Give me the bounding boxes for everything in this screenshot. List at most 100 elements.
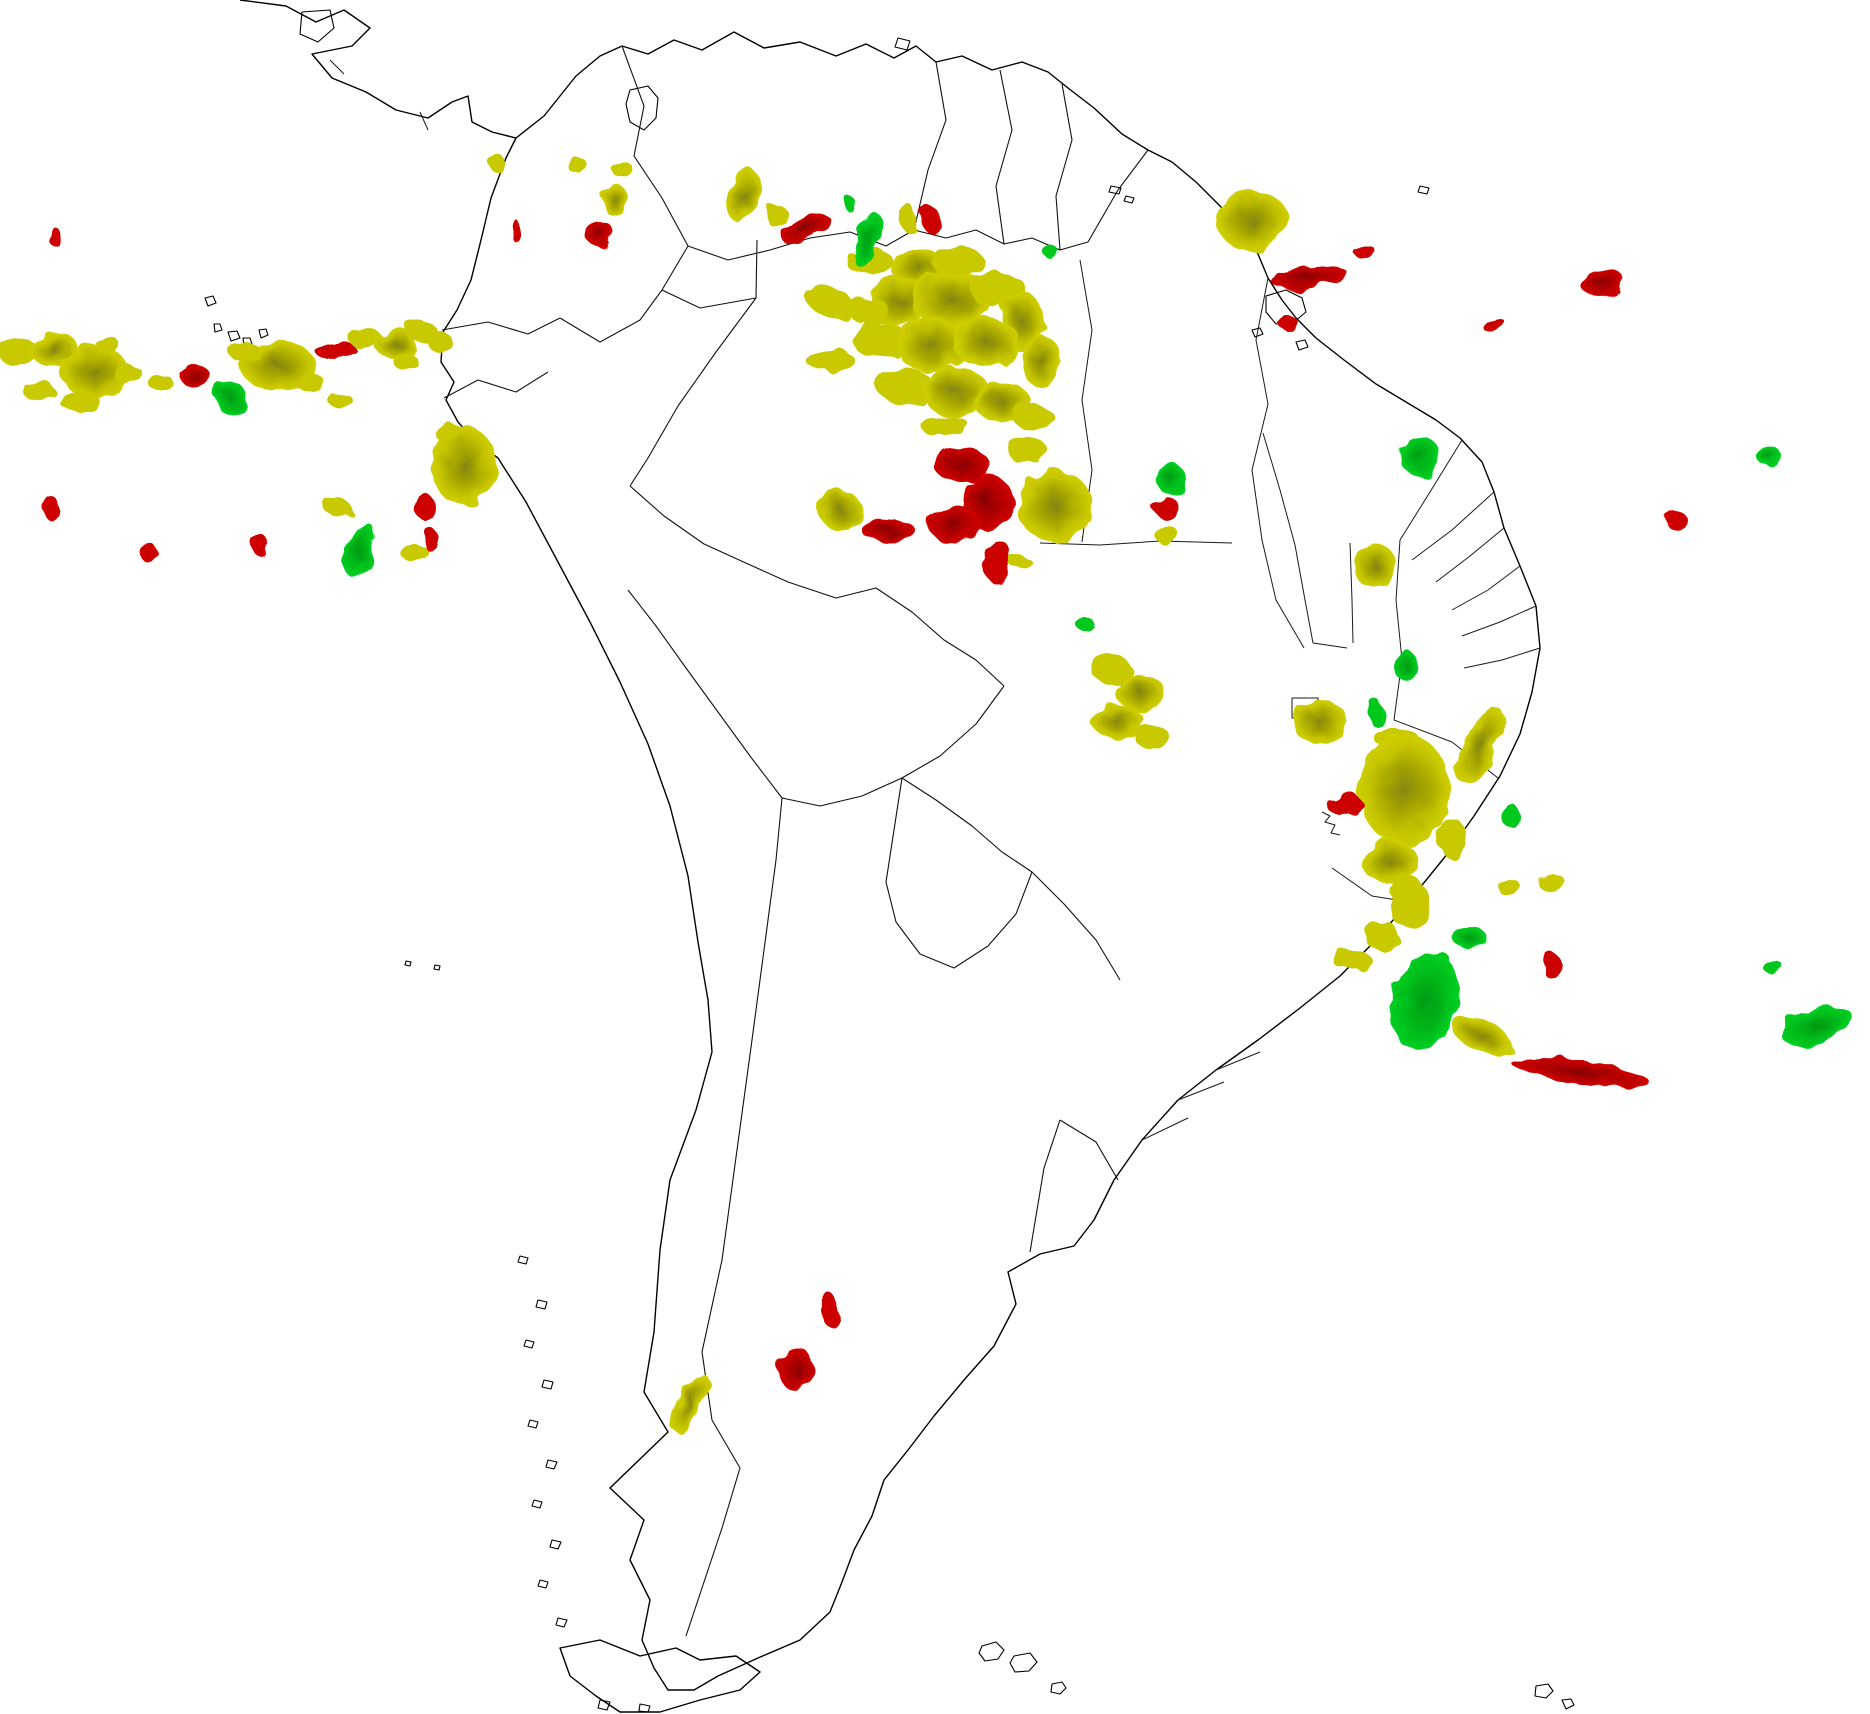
- country-borders: [441, 45, 1149, 1637]
- weather-cell-green: [216, 381, 246, 415]
- weather-cell-yellow: [60, 392, 100, 412]
- weather-cell-red: [1329, 794, 1361, 816]
- weather-cell-red: [981, 538, 1011, 582]
- weather-cell-yellow: [400, 543, 428, 561]
- weather-cell-yellow: [318, 495, 354, 517]
- weather-cell-yellow: [1018, 470, 1092, 542]
- weather-cell-yellow: [1092, 706, 1144, 738]
- weather-cell-yellow: [1366, 920, 1398, 952]
- weather-cell-red: [1482, 316, 1504, 332]
- weather-cell-yellow: [852, 322, 908, 358]
- weather-cell-green: [1368, 700, 1384, 726]
- weather-cell-red: [934, 448, 990, 482]
- weather-cell-yellow: [670, 1374, 710, 1432]
- weather-cell-yellow: [434, 422, 462, 442]
- weather-cell-yellow: [97, 336, 119, 352]
- weather-cell-red: [1280, 318, 1300, 332]
- weather-cell-green: [1394, 651, 1418, 681]
- weather-cell-yellow: [848, 296, 888, 324]
- weather-cell-green: [853, 213, 883, 267]
- weather-cell-red: [779, 1348, 815, 1392]
- weather-cell-red: [423, 529, 439, 551]
- weather-cell-yellow: [1362, 840, 1418, 884]
- weather-cell-yellow: [428, 331, 452, 353]
- weather-cell-yellow: [726, 169, 762, 223]
- weather-cell-red: [1273, 266, 1347, 290]
- weather-cell-red: [1665, 508, 1687, 532]
- weather-cell-yellow: [569, 157, 587, 175]
- weather-cell-red: [585, 222, 615, 246]
- weather-cell-green: [1758, 447, 1782, 467]
- weather-cells-layer: [0, 154, 1852, 1432]
- state-borders: [329, 59, 1541, 1141]
- weather-cell-yellow: [1537, 876, 1567, 890]
- weather-cell-red: [928, 506, 980, 542]
- weather-cell-yellow: [1009, 555, 1031, 569]
- weather-cell-yellow: [1498, 880, 1522, 896]
- lakes-outlines: [299, 9, 659, 131]
- weather-cell-yellow: [1359, 735, 1451, 845]
- weather-cell-red: [1153, 497, 1179, 517]
- weather-cell-green: [1453, 927, 1487, 949]
- weather-cell-yellow: [1332, 951, 1372, 969]
- weather-cell-green: [1501, 803, 1519, 827]
- weather-cell-red: [861, 519, 915, 541]
- weather-cell-green: [1157, 463, 1185, 495]
- weather-cell-yellow: [818, 491, 862, 529]
- weather-cell-yellow: [349, 327, 381, 349]
- weather-cell-yellow: [114, 364, 142, 384]
- weather-cell-yellow: [921, 415, 969, 437]
- weather-cell-green: [1045, 246, 1059, 260]
- weather-cell-red: [1543, 953, 1561, 979]
- weather-cell-green: [1077, 618, 1095, 632]
- weather-cell-green: [1762, 959, 1782, 973]
- weather-cell-red: [919, 207, 943, 233]
- weather-cell-red: [512, 221, 522, 243]
- weather-cell-yellow: [61, 346, 129, 398]
- weather-cell-yellow: [1022, 336, 1062, 388]
- weather-cell-yellow: [1116, 673, 1164, 711]
- weather-cell-green: [1391, 952, 1459, 1052]
- weather-cell-red: [1581, 270, 1625, 296]
- weather-cell-yellow: [432, 426, 496, 506]
- weather-cell-green: [843, 196, 855, 210]
- weather-cell-green: [1782, 1005, 1852, 1047]
- weather-cell-yellow: [805, 285, 855, 319]
- weather-cell-yellow: [1438, 818, 1466, 858]
- weather-cell-yellow: [896, 320, 968, 372]
- weather-cell-yellow: [768, 203, 786, 229]
- weather-cell-red: [43, 496, 59, 520]
- weather-cell-yellow: [602, 184, 628, 216]
- weather-cell-red: [253, 535, 269, 557]
- weather-cell-yellow: [609, 161, 635, 177]
- weather-cell-yellow: [1092, 656, 1132, 684]
- weather-cell-yellow: [1216, 190, 1288, 250]
- weather-cell-yellow: [1007, 437, 1047, 463]
- weather-cell-yellow: [1388, 876, 1428, 928]
- weather-cell-yellow: [0, 338, 38, 366]
- weather-cell-green: [1399, 437, 1441, 475]
- weather-cell-red: [781, 213, 831, 245]
- weather-cell-yellow: [1457, 706, 1503, 784]
- weather-cell-yellow: [229, 342, 261, 362]
- weather-cell-yellow: [1294, 698, 1346, 746]
- weather-cell-yellow: [1134, 726, 1170, 748]
- tierra-del-fuego-coastline: [559, 1639, 761, 1713]
- weather-cell-red: [314, 341, 356, 359]
- weather-cell-yellow: [1354, 543, 1396, 589]
- weather-cell-yellow: [148, 373, 172, 391]
- weather-cell-red: [47, 227, 61, 245]
- weather-cell-yellow: [806, 349, 854, 371]
- weather-cell-yellow: [328, 392, 352, 408]
- weather-cell-red: [180, 367, 212, 387]
- weather-cell-yellow: [900, 204, 916, 232]
- weather-cell-yellow: [1452, 1016, 1512, 1056]
- weather-cell-yellow: [952, 318, 1020, 366]
- weather-cell-red: [1510, 1057, 1650, 1087]
- weather-cell-red: [143, 543, 157, 565]
- weather-cell-yellow: [1012, 403, 1052, 429]
- weather-cell-yellow: [489, 154, 505, 172]
- central-america-coastline: [239, 0, 517, 139]
